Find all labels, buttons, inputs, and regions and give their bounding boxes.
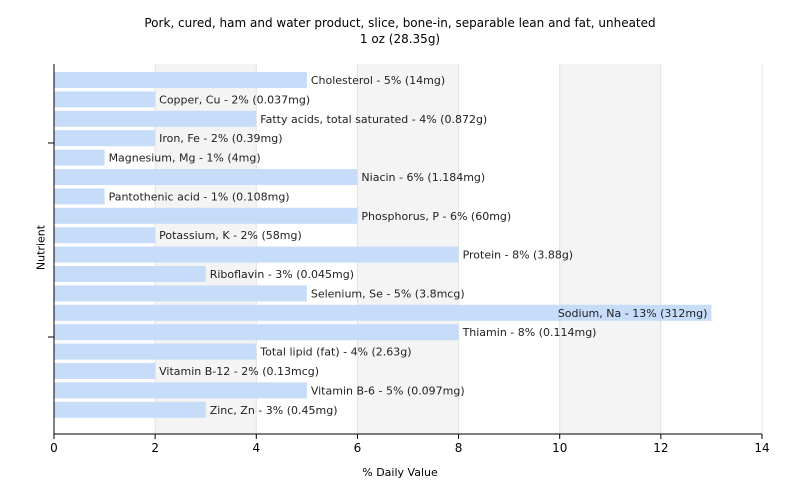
x-tick-label: 0 [50, 441, 58, 455]
x-tick-label: 2 [151, 441, 159, 455]
x-tick-label: 8 [455, 441, 463, 455]
bar [54, 149, 105, 166]
bar-label: Thiamin - 8% (0.114mg) [462, 326, 597, 339]
x-tick-label: 4 [252, 441, 260, 455]
y-axis-label: Nutrient [34, 224, 48, 271]
bar [54, 324, 459, 341]
x-tick-label: 14 [754, 441, 769, 455]
bar-label: Iron, Fe - 2% (0.39mg) [159, 132, 282, 145]
bar-label: Riboflavin - 3% (0.045mg) [210, 268, 354, 281]
bar [54, 91, 156, 108]
chart-title: Pork, cured, ham and water product, slic… [144, 16, 656, 30]
x-tick-label: 6 [354, 441, 362, 455]
bar-label: Total lipid (fat) - 4% (2.63g) [259, 346, 411, 359]
bar-label: Pantothenic acid - 1% (0.108mg) [109, 190, 290, 203]
bar-label: Potassium, K - 2% (58mg) [159, 229, 302, 242]
x-axis-label: % Daily Value [362, 466, 438, 479]
grid-band [559, 64, 661, 434]
bar-label: Fatty acids, total saturated - 4% (0.872… [260, 113, 487, 126]
bar-label: Cholesterol - 5% (14mg) [311, 74, 445, 87]
bar [54, 382, 307, 399]
grid-band [660, 64, 762, 434]
chart-subtitle: 1 oz (28.35g) [359, 32, 441, 46]
bar [54, 110, 257, 127]
bar [54, 246, 459, 263]
x-tick-label: 12 [653, 441, 668, 455]
bar [54, 363, 156, 379]
bar [54, 401, 206, 418]
bar [54, 169, 358, 185]
bar-label: Protein - 8% (3.88g) [463, 249, 574, 262]
bar [54, 227, 156, 244]
bar-label: Copper, Cu - 2% (0.037mg) [159, 93, 310, 106]
bar [54, 343, 257, 360]
bar [54, 130, 156, 147]
bar-label: Vitamin B-12 - 2% (0.13mcg) [159, 365, 319, 378]
x-tick-label: 10 [552, 441, 567, 455]
bar-label: Sodium, Na - 13% (312mg) [558, 307, 708, 320]
bar-label: Zinc, Zn - 3% (0.45mg) [210, 404, 338, 417]
bar-label: Vitamin B-6 - 5% (0.097mg) [311, 384, 465, 397]
bar [54, 285, 307, 302]
bar-label: Niacin - 6% (1.184mg) [361, 171, 485, 184]
bar-label: Selenium, Se - 5% (3.8mcg) [311, 287, 465, 300]
bar [54, 188, 105, 205]
bar [54, 72, 307, 88]
bar [54, 266, 206, 282]
bar-label: Phosphorus, P - 6% (60mg) [361, 210, 511, 223]
grid-band [458, 64, 560, 434]
bar [54, 207, 358, 224]
bar [54, 304, 712, 321]
bar-label: Magnesium, Mg - 1% (4mg) [109, 152, 261, 165]
